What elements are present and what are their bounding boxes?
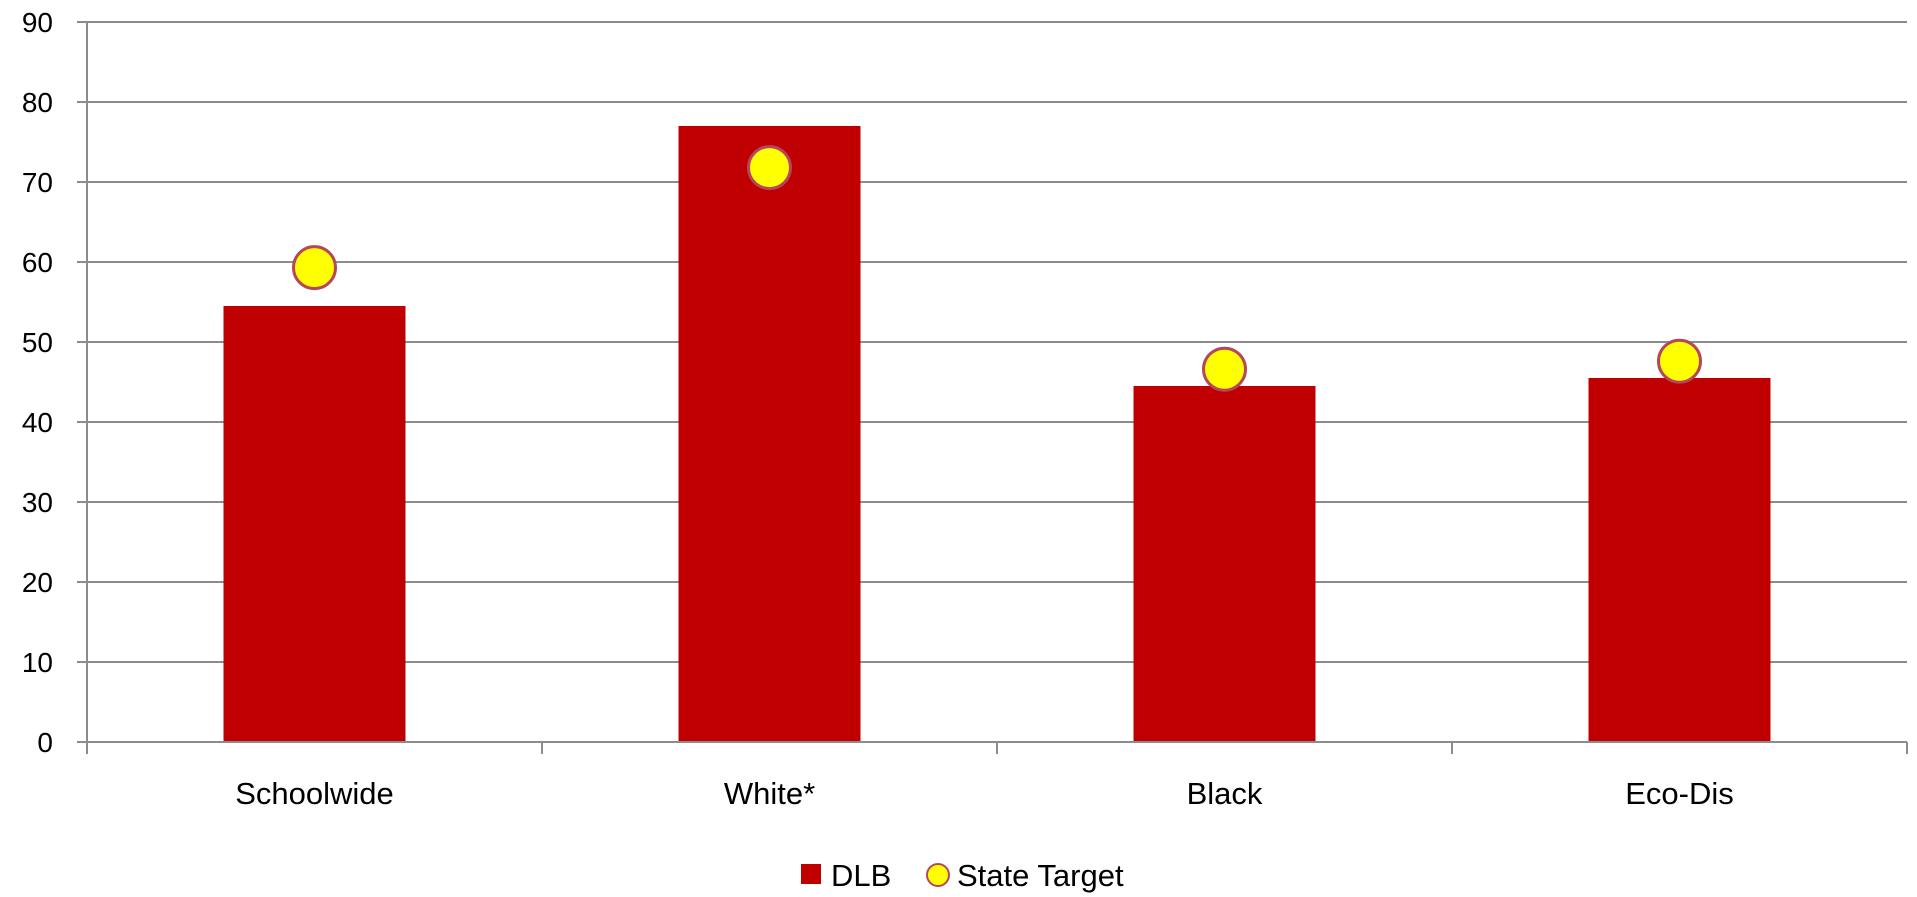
y-tick-label: 60 xyxy=(22,247,53,278)
bar xyxy=(1588,378,1771,742)
target-marker xyxy=(1202,346,1247,392)
x-category-label: Schoolwide xyxy=(235,776,394,811)
y-tick-label: 20 xyxy=(22,567,53,598)
legend-label-dlb: DLB xyxy=(831,858,891,893)
target-markers xyxy=(292,145,1702,392)
x-category-label: Eco-Dis xyxy=(1625,776,1734,811)
bar xyxy=(223,306,406,742)
legend-label-state-target: State Target xyxy=(957,858,1124,893)
target-marker xyxy=(1657,338,1702,384)
legend-marker-swatch xyxy=(926,863,950,887)
y-tick-label: 90 xyxy=(22,7,53,38)
y-tick-label: 30 xyxy=(22,487,53,518)
y-axis-ticks: 0 10 20 30 40 50 60 70 80 90 xyxy=(22,7,87,758)
bar xyxy=(1133,386,1316,742)
y-tick-label: 0 xyxy=(37,727,53,758)
axes xyxy=(86,22,1908,754)
x-category-label: Black xyxy=(1187,776,1263,811)
bar xyxy=(678,126,861,742)
target-marker xyxy=(747,145,792,191)
y-tick-label: 10 xyxy=(22,647,53,678)
legend-bar-swatch xyxy=(801,864,821,884)
y-tick-label: 70 xyxy=(22,167,53,198)
y-tick-label: 40 xyxy=(22,407,53,438)
category-labels: Schoolwide White* Black Eco-Dis xyxy=(235,776,1734,811)
bar-series xyxy=(223,126,1771,742)
legend: DLB State Target xyxy=(801,858,1124,893)
y-tick-label: 50 xyxy=(22,327,53,358)
target-marker xyxy=(292,245,337,291)
x-category-label: White* xyxy=(724,776,815,811)
y-tick-label: 80 xyxy=(22,87,53,118)
